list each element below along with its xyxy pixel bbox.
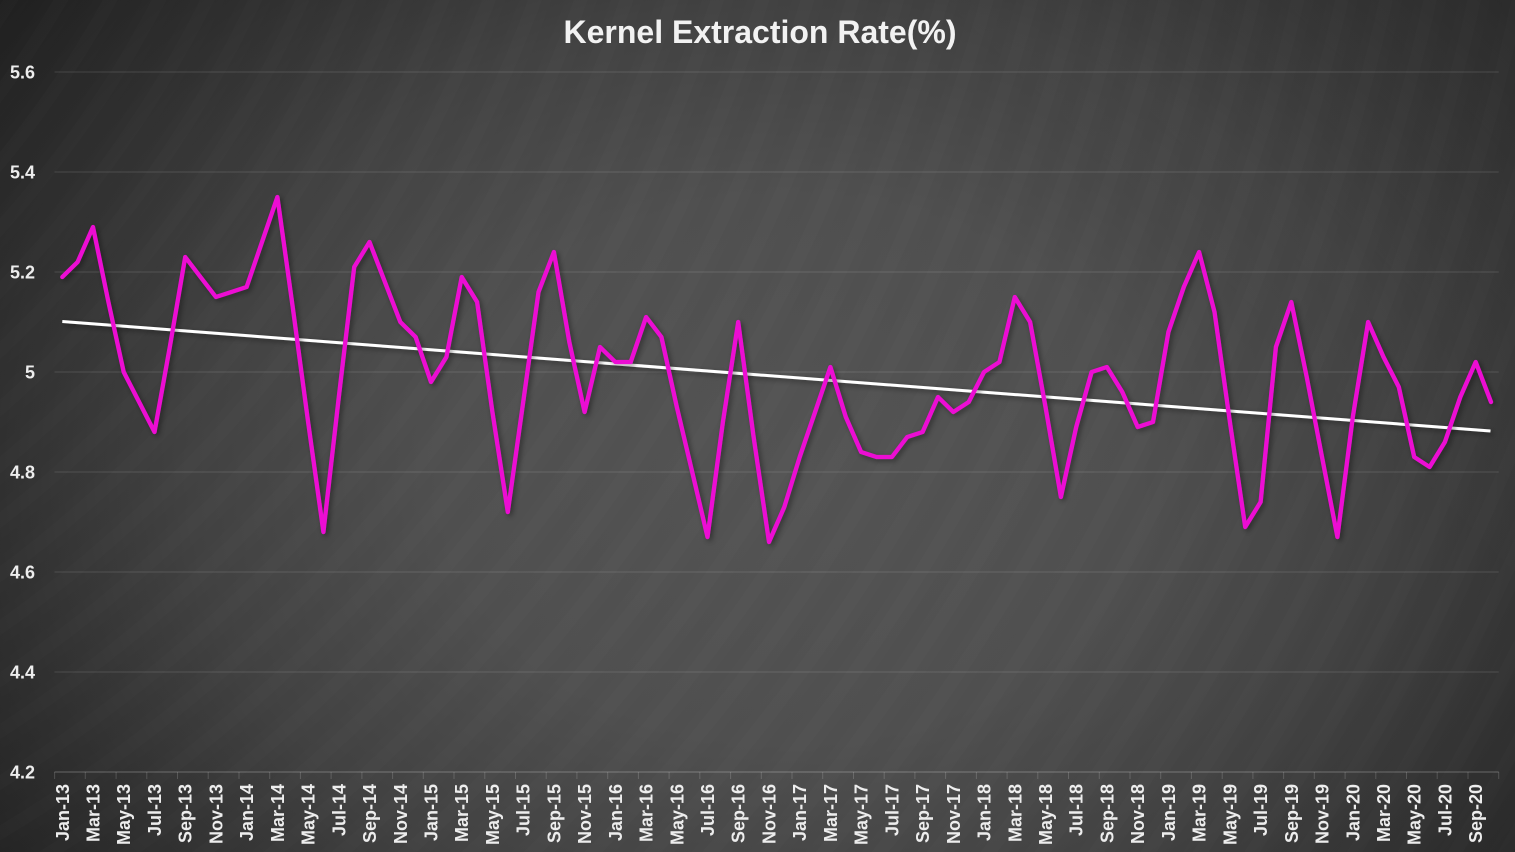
svg-text:Sep-20: Sep-20 [1466, 784, 1486, 843]
svg-text:4.4: 4.4 [10, 663, 35, 683]
svg-text:Mar-19: Mar-19 [1190, 784, 1210, 842]
svg-text:5.6: 5.6 [10, 63, 35, 83]
svg-text:5: 5 [25, 363, 35, 383]
svg-text:Sep-14: Sep-14 [360, 784, 380, 843]
svg-text:Jan-18: Jan-18 [975, 784, 995, 841]
svg-text:Kernel Extraction Rate(%): Kernel Extraction Rate(%) [564, 14, 957, 50]
svg-text:Sep-17: Sep-17 [913, 784, 933, 843]
svg-text:Jan-20: Jan-20 [1343, 784, 1363, 841]
svg-text:Jan-13: Jan-13 [53, 784, 73, 841]
svg-text:Nov-17: Nov-17 [944, 784, 964, 844]
svg-text:Nov-18: Nov-18 [1128, 784, 1148, 844]
svg-text:Jul-16: Jul-16 [698, 784, 718, 836]
svg-text:Jul-18: Jul-18 [1067, 784, 1087, 836]
svg-text:May-17: May-17 [852, 784, 872, 845]
svg-text:May-15: May-15 [483, 784, 503, 845]
svg-text:May-16: May-16 [667, 784, 687, 845]
svg-text:4.6: 4.6 [10, 563, 35, 583]
svg-text:May-19: May-19 [1220, 784, 1240, 845]
svg-text:Jan-15: Jan-15 [422, 784, 442, 841]
svg-text:Mar-20: Mar-20 [1374, 784, 1394, 842]
svg-text:Nov-13: Nov-13 [206, 784, 226, 844]
svg-text:Jul-15: Jul-15 [514, 784, 534, 836]
svg-text:Jan-17: Jan-17 [790, 784, 810, 841]
svg-text:Mar-17: Mar-17 [821, 784, 841, 842]
svg-text:5.2: 5.2 [10, 263, 35, 283]
svg-text:Jul-14: Jul-14 [329, 784, 349, 836]
svg-text:May-20: May-20 [1405, 784, 1425, 845]
svg-text:Nov-19: Nov-19 [1313, 784, 1333, 844]
svg-text:Sep-19: Sep-19 [1282, 784, 1302, 843]
svg-text:Mar-18: Mar-18 [1005, 784, 1025, 842]
svg-text:Jul-17: Jul-17 [882, 784, 902, 836]
svg-text:Mar-13: Mar-13 [84, 784, 104, 842]
svg-text:Jan-16: Jan-16 [606, 784, 626, 841]
svg-text:Sep-15: Sep-15 [544, 784, 564, 843]
svg-text:Sep-16: Sep-16 [729, 784, 749, 843]
svg-text:May-14: May-14 [299, 784, 319, 845]
svg-text:4.8: 4.8 [10, 463, 35, 483]
svg-text:Sep-18: Sep-18 [1097, 784, 1117, 843]
svg-text:Jan-19: Jan-19 [1159, 784, 1179, 841]
svg-text:Nov-16: Nov-16 [760, 784, 780, 844]
svg-text:5.4: 5.4 [10, 163, 35, 183]
svg-text:Mar-16: Mar-16 [637, 784, 657, 842]
svg-text:Jul-20: Jul-20 [1435, 784, 1455, 836]
svg-text:May-18: May-18 [1036, 784, 1056, 845]
svg-text:Jan-14: Jan-14 [237, 784, 257, 841]
svg-text:Jul-19: Jul-19 [1251, 784, 1271, 836]
svg-text:4.2: 4.2 [10, 763, 35, 783]
svg-text:Nov-15: Nov-15 [575, 784, 595, 844]
svg-text:Sep-13: Sep-13 [176, 784, 196, 843]
svg-text:Jul-13: Jul-13 [145, 784, 165, 836]
svg-text:Mar-14: Mar-14 [268, 784, 288, 842]
svg-text:Mar-15: Mar-15 [452, 784, 472, 842]
svg-text:May-13: May-13 [114, 784, 134, 845]
svg-text:Nov-14: Nov-14 [391, 784, 411, 844]
